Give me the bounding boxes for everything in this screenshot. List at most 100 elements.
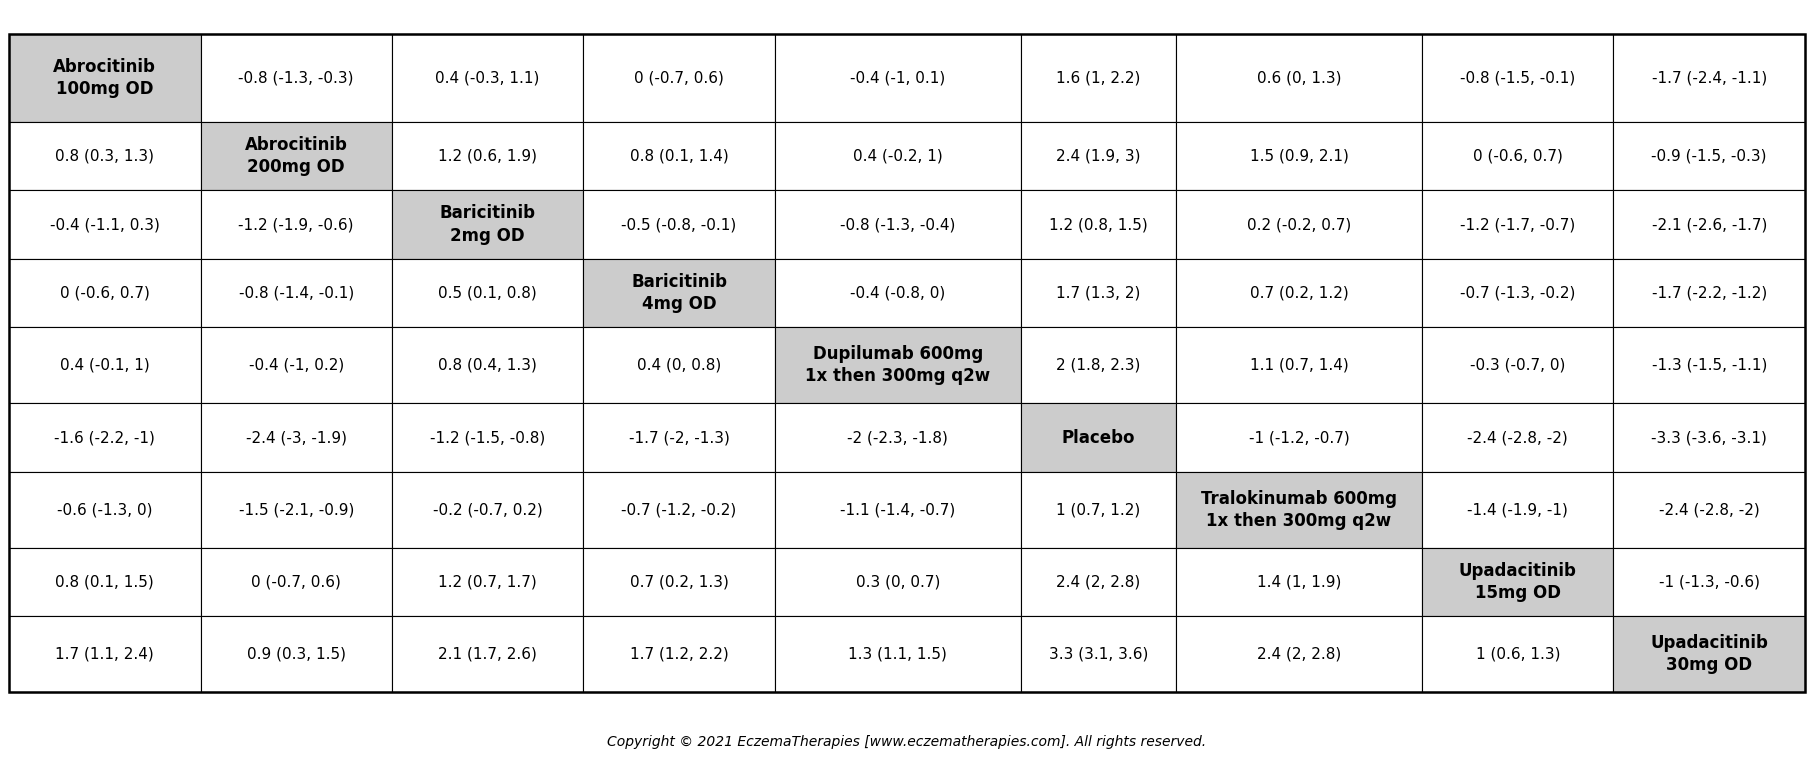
Text: -1.6 (-2.2, -1): -1.6 (-2.2, -1)	[54, 430, 156, 445]
Text: 1.2 (0.8, 1.5): 1.2 (0.8, 1.5)	[1048, 217, 1148, 232]
Bar	[775, 327, 1021, 403]
Bar	[9, 403, 201, 472]
Text: -1.2 (-1.7, -0.7): -1.2 (-1.7, -0.7)	[1460, 217, 1575, 232]
Text: 1.7 (1.1, 2.4): 1.7 (1.1, 2.4)	[56, 646, 154, 662]
Bar	[9, 34, 1805, 692]
Text: 2.4 (2, 2.8): 2.4 (2, 2.8)	[1056, 575, 1141, 590]
Bar	[775, 34, 1021, 122]
Bar	[584, 548, 775, 617]
Bar	[9, 548, 201, 617]
Bar	[201, 472, 392, 548]
Bar	[1422, 259, 1613, 327]
Bar	[1613, 327, 1805, 403]
Text: -1.7 (-2, -1.3): -1.7 (-2, -1.3)	[629, 430, 729, 445]
Bar	[392, 472, 584, 548]
Bar	[1422, 122, 1613, 190]
Bar	[1021, 259, 1175, 327]
Bar	[392, 122, 584, 190]
Text: -1.3 (-1.5, -1.1): -1.3 (-1.5, -1.1)	[1651, 358, 1767, 373]
Text: 0.8 (0.3, 1.3): 0.8 (0.3, 1.3)	[54, 148, 154, 164]
Text: 0.8 (0.1, 1.5): 0.8 (0.1, 1.5)	[56, 575, 154, 590]
Text: -0.8 (-1.5, -0.1): -0.8 (-1.5, -0.1)	[1460, 70, 1575, 86]
Bar	[1175, 472, 1422, 548]
Bar	[9, 34, 201, 122]
Text: 0.4 (-0.1, 1): 0.4 (-0.1, 1)	[60, 358, 151, 373]
Text: Abrocitinib
200mg OD: Abrocitinib 200mg OD	[245, 136, 348, 176]
Text: 2.4 (1.9, 3): 2.4 (1.9, 3)	[1056, 148, 1141, 164]
Text: 1.2 (0.6, 1.9): 1.2 (0.6, 1.9)	[439, 148, 537, 164]
Bar	[1021, 472, 1175, 548]
Text: -3.3 (-3.6, -3.1): -3.3 (-3.6, -3.1)	[1651, 430, 1767, 445]
Bar	[1021, 617, 1175, 692]
Bar	[1422, 327, 1613, 403]
Text: Upadacitinib
15mg OD: Upadacitinib 15mg OD	[1458, 562, 1576, 602]
Text: -0.4 (-1.1, 0.3): -0.4 (-1.1, 0.3)	[49, 217, 160, 232]
Text: -1.7 (-2.2, -1.2): -1.7 (-2.2, -1.2)	[1651, 285, 1767, 301]
Text: -2.1 (-2.6, -1.7): -2.1 (-2.6, -1.7)	[1651, 217, 1767, 232]
Text: Tralokinumab 600mg
1x then 300mg q2w: Tralokinumab 600mg 1x then 300mg q2w	[1201, 490, 1397, 530]
Bar	[1422, 617, 1613, 692]
Text: 2 (1.8, 2.3): 2 (1.8, 2.3)	[1056, 358, 1141, 373]
Bar	[1613, 472, 1805, 548]
Text: -0.7 (-1.2, -0.2): -0.7 (-1.2, -0.2)	[622, 503, 736, 517]
Text: 2.1 (1.7, 2.6): 2.1 (1.7, 2.6)	[439, 646, 537, 662]
Bar	[1021, 327, 1175, 403]
Bar	[201, 327, 392, 403]
Bar	[392, 617, 584, 692]
Bar	[201, 190, 392, 259]
Text: -1.2 (-1.5, -0.8): -1.2 (-1.5, -0.8)	[430, 430, 546, 445]
Bar	[392, 34, 584, 122]
Text: 1 (0.7, 1.2): 1 (0.7, 1.2)	[1056, 503, 1141, 517]
Bar	[1613, 34, 1805, 122]
Text: 0.9 (0.3, 1.5): 0.9 (0.3, 1.5)	[247, 646, 346, 662]
Bar	[1021, 548, 1175, 617]
Bar	[584, 403, 775, 472]
Text: Dupilumab 600mg
1x then 300mg q2w: Dupilumab 600mg 1x then 300mg q2w	[805, 345, 990, 386]
Text: -1.7 (-2.4, -1.1): -1.7 (-2.4, -1.1)	[1651, 70, 1767, 86]
Text: -2.4 (-2.8, -2): -2.4 (-2.8, -2)	[1658, 503, 1760, 517]
Bar	[392, 259, 584, 327]
Text: 0.6 (0, 1.3): 0.6 (0, 1.3)	[1257, 70, 1341, 86]
Text: 0 (-0.6, 0.7): 0 (-0.6, 0.7)	[1473, 148, 1562, 164]
Text: -1.5 (-2.1, -0.9): -1.5 (-2.1, -0.9)	[238, 503, 354, 517]
Text: Abrocitinib
100mg OD: Abrocitinib 100mg OD	[53, 58, 156, 98]
Text: 0.8 (0.4, 1.3): 0.8 (0.4, 1.3)	[439, 358, 537, 373]
Text: -0.6 (-1.3, 0): -0.6 (-1.3, 0)	[56, 503, 152, 517]
Text: 1.5 (0.9, 2.1): 1.5 (0.9, 2.1)	[1250, 148, 1348, 164]
Text: -1.1 (-1.4, -0.7): -1.1 (-1.4, -0.7)	[840, 503, 956, 517]
Text: Upadacitinib
30mg OD: Upadacitinib 30mg OD	[1651, 634, 1769, 675]
Bar	[1422, 403, 1613, 472]
Bar	[584, 122, 775, 190]
Text: 0.8 (0.1, 1.4): 0.8 (0.1, 1.4)	[629, 148, 729, 164]
Bar	[1175, 327, 1422, 403]
Text: -1.4 (-1.9, -1): -1.4 (-1.9, -1)	[1468, 503, 1569, 517]
Text: -0.2 (-0.7, 0.2): -0.2 (-0.7, 0.2)	[434, 503, 542, 517]
Text: 2.4 (2, 2.8): 2.4 (2, 2.8)	[1257, 646, 1341, 662]
Bar	[1613, 122, 1805, 190]
Bar	[1613, 548, 1805, 617]
Bar	[584, 190, 775, 259]
Bar	[1021, 190, 1175, 259]
Text: -0.3 (-0.7, 0): -0.3 (-0.7, 0)	[1469, 358, 1565, 373]
Text: -2.4 (-2.8, -2): -2.4 (-2.8, -2)	[1468, 430, 1567, 445]
Bar	[1422, 34, 1613, 122]
Bar	[775, 403, 1021, 472]
Bar	[1422, 548, 1613, 617]
Text: 1 (0.6, 1.3): 1 (0.6, 1.3)	[1475, 646, 1560, 662]
Bar	[9, 327, 201, 403]
Text: -0.4 (-0.8, 0): -0.4 (-0.8, 0)	[851, 285, 945, 301]
Bar	[1175, 34, 1422, 122]
Bar	[775, 122, 1021, 190]
Bar	[1613, 617, 1805, 692]
Bar	[775, 259, 1021, 327]
Bar	[1422, 190, 1613, 259]
Text: -1 (-1.2, -0.7): -1 (-1.2, -0.7)	[1248, 430, 1350, 445]
Bar	[392, 327, 584, 403]
Bar	[201, 548, 392, 617]
Bar	[1422, 472, 1613, 548]
Bar	[392, 548, 584, 617]
Text: Copyright © 2021 EczemaTherapies [www.eczematherapies.com]. All rights reserved.: Copyright © 2021 EczemaTherapies [www.ec…	[608, 735, 1206, 749]
Bar	[392, 190, 584, 259]
Bar	[9, 472, 201, 548]
Text: 0.7 (0.2, 1.3): 0.7 (0.2, 1.3)	[629, 575, 729, 590]
